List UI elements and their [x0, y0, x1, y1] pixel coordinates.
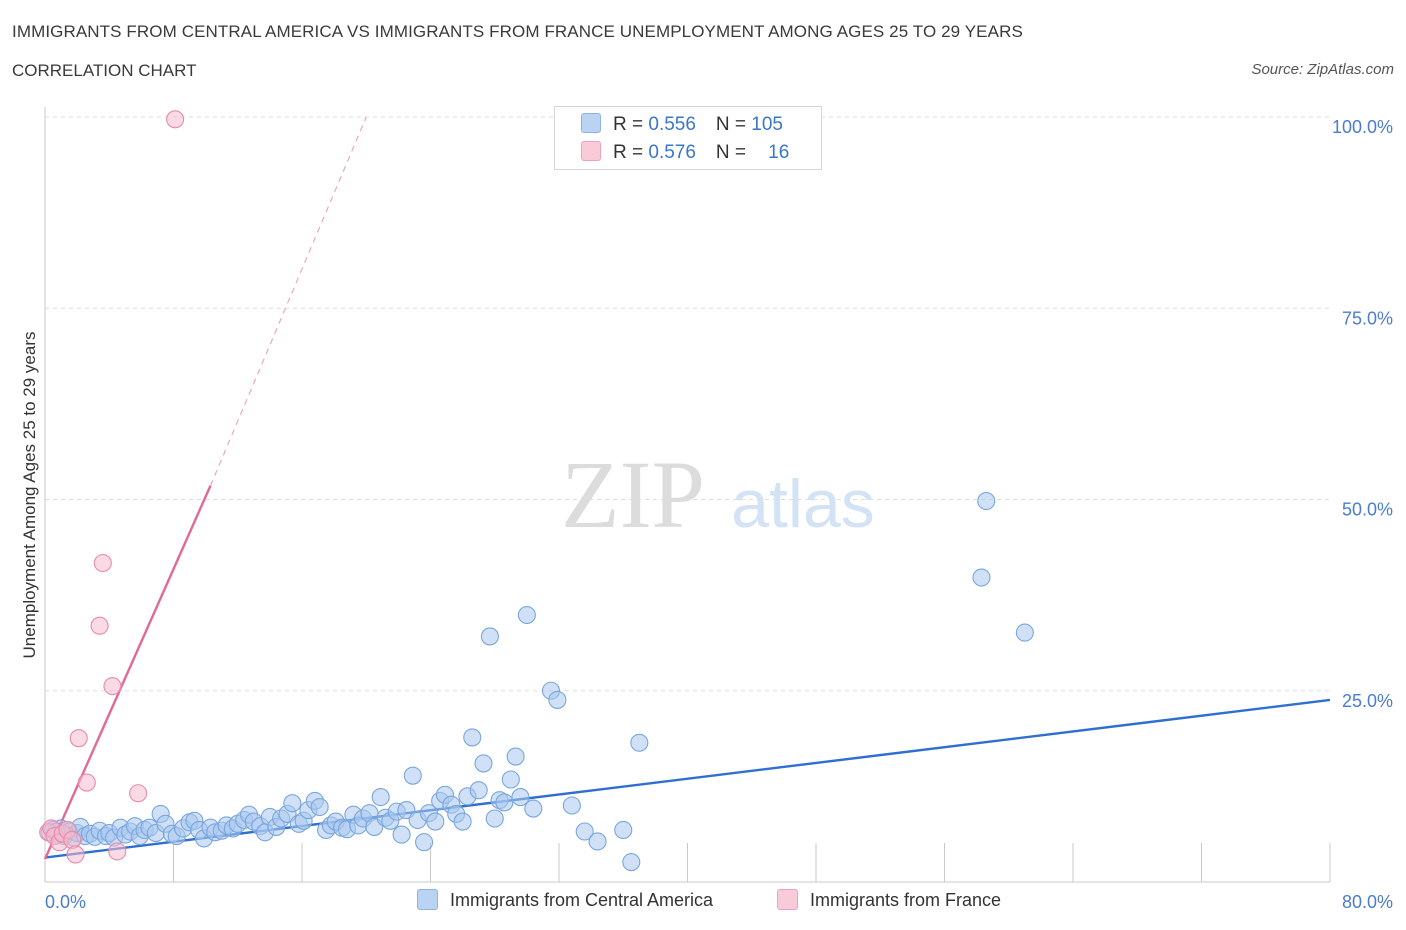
- bottom-legend-swatch-pink: [777, 889, 798, 910]
- central-america-point: [480, 627, 499, 646]
- legend-n-value: 105: [751, 114, 783, 135]
- central-america-point: [972, 568, 991, 587]
- data-points: [39, 110, 1034, 872]
- legend-n-label: N =: [715, 114, 752, 135]
- watermark: ZIP atlas: [561, 441, 875, 548]
- y-tick-label: 100.0%: [1332, 117, 1393, 137]
- central-america-point: [977, 491, 996, 511]
- central-america-point: [524, 799, 543, 818]
- central-america-point: [469, 781, 488, 800]
- legend-r-label: R =: [613, 114, 649, 135]
- central-america-point: [630, 733, 649, 752]
- central-america-point: [501, 770, 520, 789]
- legend-n-value: 16: [768, 142, 790, 163]
- france-point: [66, 845, 85, 864]
- central-america-point: [485, 809, 504, 828]
- source-label: Source: ZipAtlas.com: [1251, 61, 1394, 78]
- watermark-atlas: atlas: [731, 466, 875, 542]
- france-point: [69, 729, 88, 748]
- y-tick-label: 25.0%: [1342, 691, 1393, 711]
- central-america-point: [463, 728, 482, 747]
- chart-subtitle: CORRELATION CHART: [12, 61, 197, 80]
- legend-row-central-america: R = 0.556 N = 105: [581, 113, 783, 136]
- france-point: [90, 616, 109, 635]
- watermark-zip: ZIP: [561, 441, 705, 548]
- central-america-point: [548, 690, 567, 709]
- tick-labels: 25.0% 50.0% 75.0% 100.0% 0.0% 80.0%: [45, 117, 1393, 912]
- legend-r-label: R =: [613, 142, 649, 163]
- central-america-point: [614, 820, 633, 840]
- legend-n-label: N =: [715, 142, 752, 163]
- france-point: [93, 553, 112, 573]
- legend-swatch-pink: [581, 141, 601, 161]
- france-point: [129, 784, 148, 803]
- central-america-point: [562, 796, 581, 815]
- france-point: [103, 677, 122, 696]
- france-point: [166, 110, 185, 129]
- central-america-point: [371, 788, 390, 807]
- legend-row-france: R = 0.576 N = 16: [581, 141, 789, 164]
- legend-swatch-blue: [581, 113, 601, 133]
- legend-r-value: 0.576: [648, 142, 696, 163]
- bottom-legend-france: Immigrants from France: [777, 889, 1001, 911]
- axes: [44, 107, 1331, 883]
- correlation-legend: R = 0.556 N = 105 R = 0.576 N = 16: [554, 106, 822, 170]
- central-america-point: [415, 833, 434, 852]
- central-america-point: [403, 766, 422, 785]
- x-tick-label: 80.0%: [1342, 892, 1393, 912]
- y-tick-label: 50.0%: [1342, 500, 1393, 520]
- central-america-point: [495, 793, 514, 812]
- central-america-point: [517, 605, 536, 625]
- central-america-point: [453, 812, 472, 831]
- central-america-point: [310, 797, 329, 817]
- bottom-legend-label: Immigrants from France: [810, 890, 1002, 910]
- central-america-point: [1015, 623, 1034, 642]
- central-america-point: [426, 812, 445, 831]
- grid-lines: [45, 116, 1330, 692]
- x-tick-label: 0.0%: [45, 892, 86, 912]
- france-trend-extension: [209, 116, 367, 486]
- central-america-point: [575, 822, 594, 841]
- central-america-point: [622, 853, 641, 872]
- central-america-point: [511, 788, 530, 807]
- bottom-legend-central-america: Immigrants from Central America: [417, 889, 713, 911]
- central-america-point: [588, 832, 607, 851]
- france-point: [108, 842, 127, 861]
- legend-r-value: 0.556: [648, 114, 696, 135]
- france-point: [77, 773, 96, 792]
- bottom-legend-label: Immigrants from Central America: [450, 890, 714, 910]
- y-tick-label: 75.0%: [1342, 308, 1393, 328]
- france-trend-line: [43, 485, 212, 860]
- central-america-point: [392, 825, 411, 844]
- bottom-legend-swatch-blue: [417, 889, 438, 910]
- central-america-point: [506, 747, 525, 766]
- central-america-point: [283, 794, 302, 813]
- central-america-point: [474, 754, 493, 773]
- chart-title: IMMIGRANTS FROM CENTRAL AMERICA VS IMMIG…: [12, 22, 1023, 41]
